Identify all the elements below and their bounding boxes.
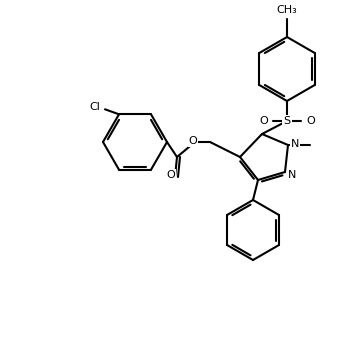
Text: N: N: [288, 170, 296, 180]
Text: O: O: [306, 116, 315, 126]
Text: Cl: Cl: [89, 102, 100, 112]
Text: O: O: [167, 170, 175, 180]
Text: CH₃: CH₃: [277, 5, 297, 15]
Text: N: N: [291, 139, 299, 149]
Text: O: O: [259, 116, 268, 126]
Text: O: O: [189, 136, 197, 146]
Text: S: S: [284, 116, 290, 126]
